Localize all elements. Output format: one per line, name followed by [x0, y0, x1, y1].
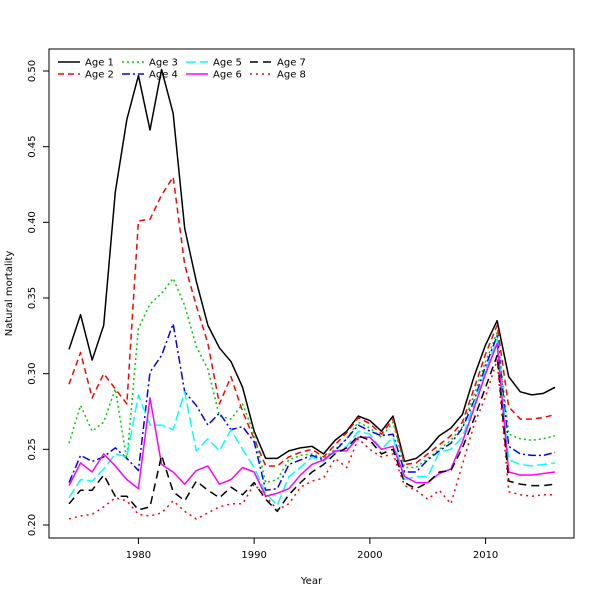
- legend-label-age-3: Age 3: [149, 58, 178, 69]
- x-tick-label: 1980: [126, 550, 151, 561]
- y-axis-title: Natural mortality: [4, 251, 15, 337]
- x-tick-label: 2010: [473, 550, 498, 561]
- series-line-age-4: [68, 322, 556, 491]
- y-tick-label: 0.20: [27, 514, 38, 536]
- legend-label-age-1: Age 1: [85, 58, 114, 69]
- x-tick-label: 1990: [241, 550, 266, 561]
- y-tick-label: 0.45: [27, 136, 38, 158]
- x-axis: 1980 1990 2000 2010: [126, 538, 498, 561]
- series-line-age-7: [68, 354, 556, 513]
- legend-label-age-7: Age 7: [277, 58, 306, 69]
- legend-label-age-8: Age 8: [277, 70, 306, 81]
- y-tick-label: 0.50: [27, 60, 38, 82]
- series-line-age-2: [68, 176, 556, 467]
- series-line-age-5: [68, 338, 556, 507]
- y-tick-label: 0.40: [27, 211, 38, 233]
- legend-label-age-5: Age 5: [213, 58, 242, 69]
- legend-label-age-4: Age 4: [149, 70, 178, 81]
- legend-label-age-6: Age 6: [213, 70, 242, 81]
- legend-label-age-2: Age 2: [85, 70, 114, 81]
- series-line-age-6: [68, 342, 556, 497]
- series-line-age-1: [68, 68, 556, 463]
- series-layer: [68, 68, 556, 520]
- y-tick-label: 0.35: [27, 287, 38, 309]
- series-line-age-3: [68, 277, 556, 484]
- x-tick-label: 2000: [357, 550, 382, 561]
- y-tick-label: 0.30: [27, 363, 38, 385]
- x-axis-title: Year: [300, 576, 323, 587]
- plot-frame: [48, 48, 575, 539]
- y-axis: 0.20 0.25 0.30 0.35 0.40 0.45 0.50: [27, 60, 49, 536]
- y-tick-label: 0.25: [27, 438, 38, 460]
